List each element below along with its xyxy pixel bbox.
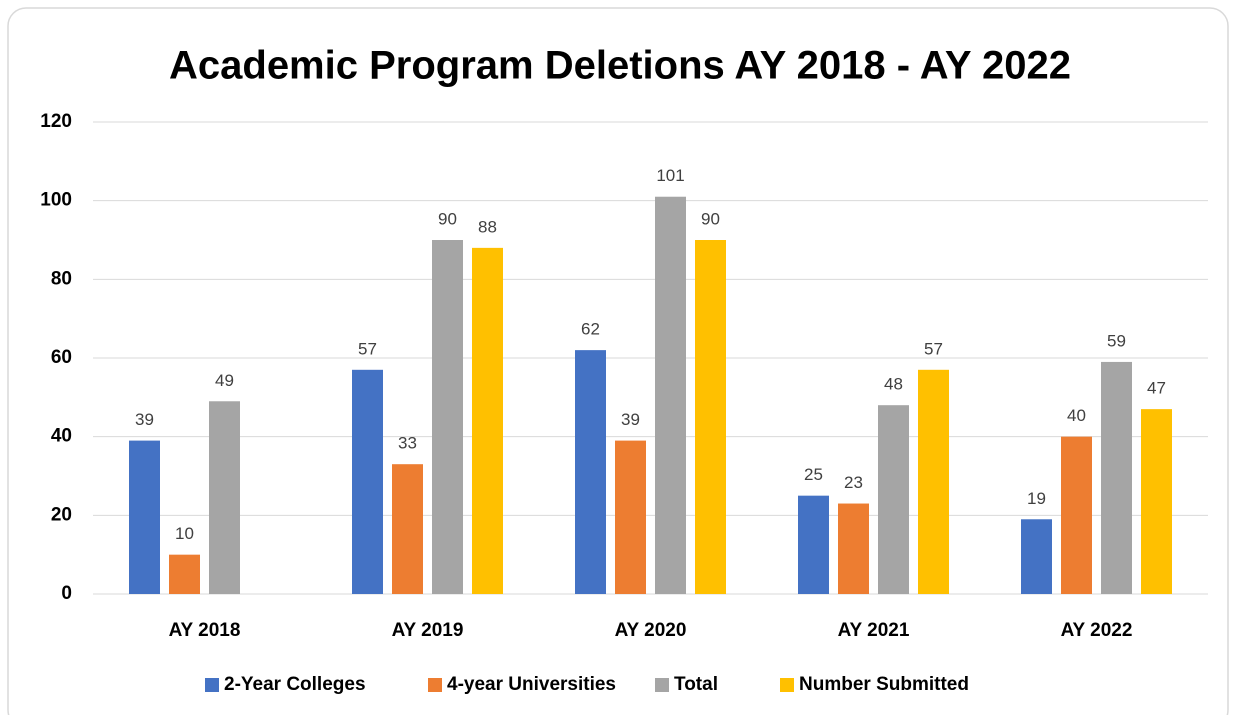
value-label: 10	[175, 524, 194, 543]
x-tick-label: AY 2020	[615, 620, 687, 641]
value-label: 39	[135, 410, 154, 429]
x-tick-label: AY 2018	[169, 620, 241, 641]
bar	[575, 350, 606, 594]
bar	[655, 196, 686, 594]
value-label: 90	[701, 209, 720, 228]
bar	[798, 495, 829, 594]
value-label: 57	[924, 339, 943, 358]
value-label: 33	[398, 434, 417, 453]
legend-label: Number Submitted	[799, 674, 969, 695]
value-label: 57	[358, 339, 377, 358]
value-label: 40	[1067, 406, 1086, 425]
value-label: 88	[478, 217, 497, 236]
y-tick-label: 20	[51, 504, 72, 525]
value-label: 47	[1147, 379, 1166, 398]
legend-swatch	[780, 678, 794, 692]
y-tick-label: 0	[61, 583, 72, 604]
bar	[169, 554, 200, 594]
value-label: 90	[438, 209, 457, 228]
x-tick-label: AY 2021	[838, 620, 910, 641]
bar	[129, 440, 160, 594]
value-label: 23	[844, 473, 863, 492]
x-tick-label: AY 2022	[1061, 620, 1133, 641]
bar	[695, 240, 726, 594]
bar	[838, 503, 869, 594]
value-label: 48	[884, 375, 903, 394]
y-tick-label: 60	[51, 347, 72, 368]
bar	[1021, 519, 1052, 594]
value-label: 62	[581, 320, 600, 339]
value-label: 19	[1027, 489, 1046, 508]
value-label: 101	[656, 166, 684, 185]
y-tick-label: 80	[51, 268, 72, 289]
x-tick-label: AY 2019	[392, 620, 464, 641]
legend-label: 2-Year Colleges	[224, 674, 366, 695]
bar	[615, 440, 646, 594]
legend-swatch	[655, 678, 669, 692]
bar	[432, 240, 463, 594]
value-label: 59	[1107, 331, 1126, 350]
bar	[472, 247, 503, 594]
legend-swatch	[428, 678, 442, 692]
bar	[1061, 436, 1092, 594]
y-tick-label: 100	[40, 190, 72, 211]
y-tick-label: 40	[51, 426, 72, 447]
legend-label: 4-year Universities	[447, 674, 616, 695]
bar	[1141, 409, 1172, 594]
value-label: 25	[804, 465, 823, 484]
legend-label: Total	[674, 674, 718, 695]
bar	[1101, 361, 1132, 594]
legend-swatch	[205, 678, 219, 692]
y-tick-label: 120	[40, 111, 72, 132]
bar	[918, 369, 949, 594]
chart-frame	[7, 7, 1229, 715]
value-label: 49	[215, 371, 234, 390]
bar	[878, 405, 909, 594]
chart-title: Academic Program Deletions AY 2018 - AY …	[169, 44, 1071, 88]
bar	[209, 401, 240, 594]
bar	[352, 369, 383, 594]
value-label: 39	[621, 410, 640, 429]
bar	[392, 464, 423, 594]
